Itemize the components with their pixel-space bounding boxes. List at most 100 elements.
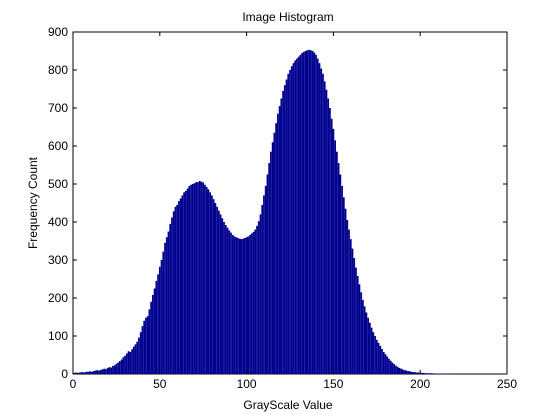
histogram-bar <box>127 351 130 374</box>
histogram-bar <box>92 370 95 374</box>
histogram-bar <box>219 214 222 374</box>
x-tick-label: 250 <box>497 377 517 391</box>
histogram-bar <box>263 195 265 374</box>
histogram-bar <box>289 70 291 374</box>
y-tick-labels: 0 100 200 300 400 500 600 700 800 900 <box>48 25 68 381</box>
x-tick-label: 100 <box>237 377 257 391</box>
histogram-bar <box>308 49 310 375</box>
histogram-bar <box>360 292 363 374</box>
histogram-bar <box>119 361 121 374</box>
histogram-bar <box>318 63 321 374</box>
axis-ticks <box>72 31 508 375</box>
y-tick-label: 800 <box>48 63 68 77</box>
histogram-bar <box>146 316 149 374</box>
y-tick-label: 200 <box>48 291 68 305</box>
histogram-bar <box>145 317 147 374</box>
histogram-bar <box>315 54 317 375</box>
histogram-bar <box>344 208 347 374</box>
histogram-bar <box>386 356 389 374</box>
histogram-bar <box>204 184 206 374</box>
histogram-bar <box>244 237 246 374</box>
histogram-bar <box>285 79 288 374</box>
histogram-bar <box>342 197 345 374</box>
x-axis-label: GrayScale Value <box>243 398 332 412</box>
histogram-bar <box>221 218 224 374</box>
histogram-bar <box>75 372 78 374</box>
histogram-bar <box>280 98 283 374</box>
histogram-bar <box>412 372 415 374</box>
histogram-bar <box>322 73 324 375</box>
histogram-bar <box>98 370 100 374</box>
histogram-bar <box>422 372 425 374</box>
histogram-bar <box>250 233 253 374</box>
histogram-bar <box>112 366 114 374</box>
histogram-bar <box>334 140 337 374</box>
histogram-bar <box>393 364 396 374</box>
histogram-bar <box>349 239 352 374</box>
histogram-bar <box>270 151 272 374</box>
histogram-bar <box>113 365 116 374</box>
histogram-bar <box>226 227 229 374</box>
histogram-bar <box>101 369 104 374</box>
histogram-bar <box>379 345 382 374</box>
histogram-bar <box>73 372 76 374</box>
histogram-bar <box>388 358 390 374</box>
histogram-bar <box>327 98 330 374</box>
histogram-bar <box>89 371 92 374</box>
histogram-bar <box>405 370 408 374</box>
histogram-bar <box>178 201 180 374</box>
histogram-bar <box>261 204 264 374</box>
histogram-bar <box>132 346 135 374</box>
histogram-bar <box>183 192 185 374</box>
y-tick-label: 900 <box>48 25 68 39</box>
histogram-bar <box>389 360 392 374</box>
histogram-bar <box>224 225 227 374</box>
histogram-bar <box>271 142 274 374</box>
histogram-bar <box>372 332 375 374</box>
histogram-bar <box>117 362 120 374</box>
histogram-bar <box>325 89 328 374</box>
histogram-bar <box>268 163 271 374</box>
histogram-bar <box>230 232 232 374</box>
x-tick-label: 150 <box>323 377 343 391</box>
histogram-bar <box>303 51 305 374</box>
histogram-bar <box>421 372 423 374</box>
histogram-bar <box>341 185 343 374</box>
y-tick-label: 700 <box>48 101 68 115</box>
histogram-bar <box>164 242 166 374</box>
histogram-bar <box>245 237 248 374</box>
histogram-bar <box>212 199 215 374</box>
histogram-bar <box>171 217 173 374</box>
histogram-bar <box>87 371 90 374</box>
histogram-bar <box>256 225 258 374</box>
y-axis-label: Frequency Count <box>26 156 40 249</box>
histogram-bar <box>266 174 269 374</box>
histogram-bar <box>368 322 371 374</box>
histogram-bar <box>237 237 239 374</box>
histogram-bar <box>193 183 196 374</box>
histogram-bar <box>86 371 88 374</box>
histogram-bar <box>313 52 316 375</box>
histogram-bar <box>346 220 349 374</box>
histogram-bar <box>217 210 220 374</box>
histogram-bar <box>131 349 133 374</box>
histogram-bar <box>103 368 106 374</box>
histogram-bar <box>259 214 262 374</box>
histogram-bar <box>299 54 302 375</box>
histogram-bar <box>257 221 260 374</box>
histogram-bar <box>94 370 97 374</box>
histogram-bar <box>77 372 80 374</box>
histogram-bar <box>167 231 170 374</box>
histogram-bar <box>365 312 368 374</box>
histogram-bar <box>254 229 257 374</box>
histogram-bar <box>414 372 416 374</box>
x-tick-label: 200 <box>410 377 430 391</box>
histogram-bar <box>80 372 83 374</box>
histogram-bar <box>356 275 359 374</box>
histogram-bar <box>297 56 300 374</box>
histogram-bar <box>205 187 208 374</box>
histogram-bar <box>169 223 172 374</box>
histogram-bar <box>358 284 361 374</box>
chart-title: Image Histogram <box>242 10 333 24</box>
histogram-bar <box>143 320 146 374</box>
